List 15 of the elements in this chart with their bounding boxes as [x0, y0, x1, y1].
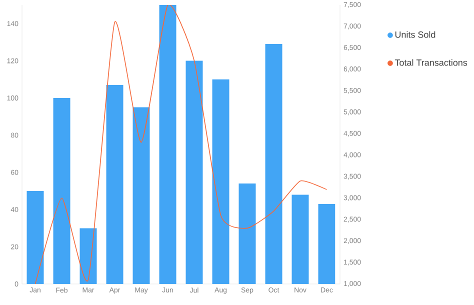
legend-label: Total Transactions	[394, 59, 468, 66]
bar	[212, 79, 230, 284]
legend-label: Units Sold	[395, 31, 436, 38]
bar	[318, 204, 336, 284]
bar	[80, 228, 97, 284]
bar	[26, 190, 44, 284]
bar	[53, 98, 70, 284]
bar	[186, 60, 203, 284]
bar	[159, 5, 176, 284]
bar	[292, 194, 309, 284]
bar	[132, 107, 150, 284]
bar	[238, 184, 256, 284]
bar	[106, 84, 124, 284]
line-series	[34, 4, 328, 284]
bar	[265, 44, 282, 284]
